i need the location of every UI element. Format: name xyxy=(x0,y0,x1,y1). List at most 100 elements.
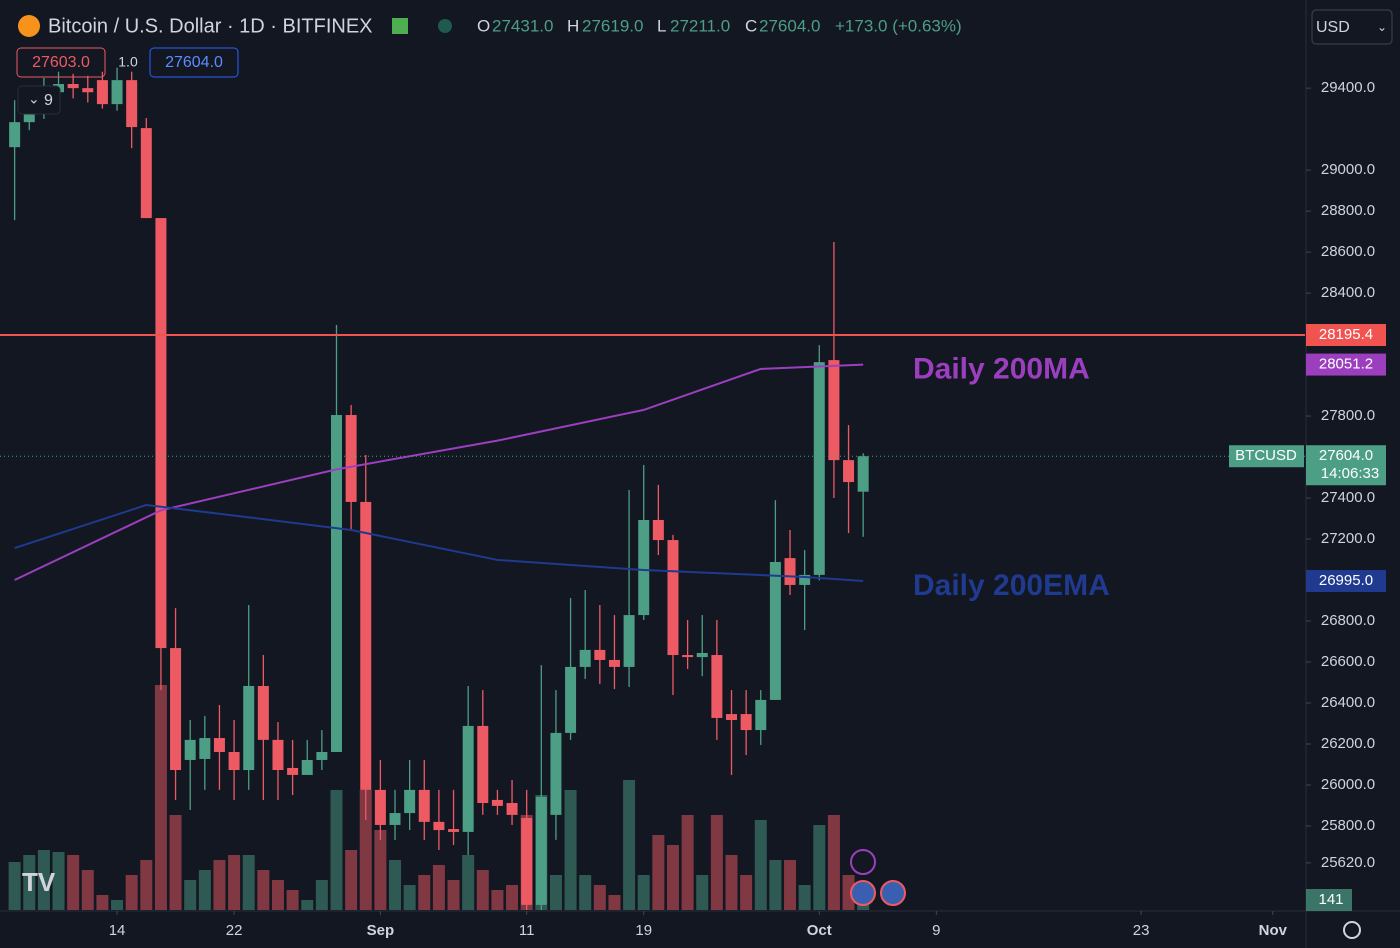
volume-bar xyxy=(637,875,650,910)
volume-bar xyxy=(81,870,94,910)
volume-bar xyxy=(564,790,577,910)
volume-bar xyxy=(169,815,182,910)
volume-bar xyxy=(198,870,211,910)
candle-body xyxy=(272,739,284,771)
symbol: Bitcoin / U.S. Dollar · 1D · BITFINEX xyxy=(48,15,373,37)
volume-bar xyxy=(213,860,226,910)
y-tick-label: 28400.0 xyxy=(1321,284,1375,301)
x-tick-label: 23 xyxy=(1133,922,1150,939)
volume-bar xyxy=(403,885,416,910)
y-tick-label: 26200.0 xyxy=(1321,735,1375,752)
candle-body xyxy=(565,666,577,733)
price-tag-label: 26995.0 xyxy=(1319,572,1373,589)
candle-body xyxy=(535,796,547,905)
candle-body xyxy=(345,415,357,502)
countdown: 14:06:33 xyxy=(1321,465,1379,482)
l-value: 27211.0 xyxy=(670,16,730,35)
candle-body xyxy=(184,739,196,760)
volume-bar xyxy=(432,865,445,910)
volume-bar xyxy=(857,904,870,910)
volume-bar xyxy=(389,860,402,910)
volume-bar xyxy=(784,860,797,910)
x-tick-label: 9 xyxy=(932,922,940,939)
volume-bar xyxy=(710,815,723,910)
volume-bar xyxy=(652,835,665,910)
volume-bar xyxy=(154,685,167,910)
chevron: ⌄ xyxy=(28,91,40,107)
volume-bar xyxy=(769,860,782,910)
sell-button[interactable] xyxy=(16,47,106,78)
volume-bar xyxy=(374,830,387,910)
event-icon[interactable] xyxy=(850,849,876,875)
change: +173.0 (+0.63%) xyxy=(835,16,962,35)
settings-icon[interactable] xyxy=(1343,921,1361,939)
volume-bar xyxy=(359,790,372,910)
candle-body xyxy=(579,649,591,667)
plot: Daily 200MA Daily 200EMA xyxy=(0,67,1305,910)
volume-bar xyxy=(491,890,504,910)
volume-bar xyxy=(228,855,241,910)
symbol-tag-label: BTCUSD xyxy=(1235,447,1297,464)
c-label: C xyxy=(745,16,757,35)
volume-bar xyxy=(681,815,694,910)
y-tick-label: 26800.0 xyxy=(1321,612,1375,629)
candle-body xyxy=(448,829,460,832)
event-icon[interactable] xyxy=(880,880,906,906)
x-tick-label: 11 xyxy=(519,922,535,939)
currency-select[interactable] xyxy=(1311,9,1393,45)
volume-bar xyxy=(140,860,153,910)
candle-body xyxy=(594,649,606,660)
candle-body xyxy=(213,738,225,752)
candle-body xyxy=(843,460,855,483)
candle-body xyxy=(652,519,664,541)
y-tick-label: 27800.0 xyxy=(1321,407,1375,424)
buy-price[interactable]: 27604.0 xyxy=(165,54,223,71)
volume-bar xyxy=(23,855,36,910)
volume-bar xyxy=(301,900,314,910)
volume-bar xyxy=(111,900,124,910)
annotation: Daily 200MA xyxy=(913,352,1090,385)
candle-body xyxy=(389,813,401,825)
currency[interactable]: USD xyxy=(1316,19,1350,36)
event-icon[interactable] xyxy=(850,880,876,906)
volume-bar xyxy=(257,870,270,910)
volume-bar xyxy=(623,780,636,910)
price-tag-label: 27604.0 xyxy=(1319,447,1373,464)
y-tick-label: 25800.0 xyxy=(1321,817,1375,834)
candle-body xyxy=(550,732,562,815)
o-value: 27431.0 xyxy=(492,16,553,35)
indicator-count[interactable]: 9 xyxy=(44,92,53,109)
candle-body xyxy=(638,519,650,616)
o-label: O xyxy=(477,16,490,35)
candle-body xyxy=(755,699,767,731)
candle-body xyxy=(667,540,679,656)
buy-button[interactable] xyxy=(149,47,239,78)
volume-bar xyxy=(447,880,460,910)
h-value: 27619.0 xyxy=(582,16,643,35)
volume-bar xyxy=(725,855,738,910)
annotation: Daily 200EMA xyxy=(913,569,1110,602)
y-tick-label: 26000.0 xyxy=(1321,776,1375,793)
price-tag xyxy=(1306,353,1386,376)
volume-bar xyxy=(579,875,592,910)
sell-price[interactable]: 27603.0 xyxy=(32,54,90,71)
volume-bar xyxy=(242,855,255,910)
candle-body xyxy=(287,767,299,775)
candle-body xyxy=(111,80,123,105)
l-label: L xyxy=(657,16,666,35)
candle-body xyxy=(418,789,430,822)
c-value: 27604.0 xyxy=(759,16,820,35)
volume-bar xyxy=(696,875,709,910)
price-tag xyxy=(1306,324,1386,347)
spread: 1.0 xyxy=(118,54,138,70)
price-tag xyxy=(1306,445,1386,486)
candle-body xyxy=(462,725,474,832)
indicators-toggle[interactable] xyxy=(17,85,61,115)
volume-bar xyxy=(286,890,299,910)
candle-body xyxy=(433,821,445,831)
volume-bar xyxy=(345,850,358,910)
volume-bar xyxy=(740,875,753,910)
candle-body xyxy=(696,652,708,658)
x-tick-label: Sep xyxy=(367,922,395,939)
volume-bar xyxy=(184,880,197,910)
